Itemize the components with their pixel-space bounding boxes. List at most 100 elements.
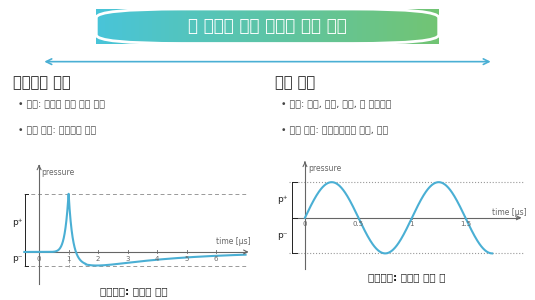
Bar <box>297 9 302 44</box>
Bar <box>293 9 298 44</box>
Text: 5: 5 <box>185 256 189 262</box>
Bar <box>259 9 264 44</box>
Bar <box>327 9 332 44</box>
Bar <box>96 9 101 44</box>
Bar <box>109 9 114 44</box>
Bar <box>186 9 191 44</box>
Bar <box>306 9 311 44</box>
Bar <box>362 9 366 44</box>
Bar <box>169 9 174 44</box>
Bar <box>131 9 135 44</box>
Bar <box>199 9 204 44</box>
Bar <box>178 9 182 44</box>
Bar <box>336 9 341 44</box>
Bar <box>263 9 268 44</box>
Text: 0: 0 <box>303 221 307 227</box>
Bar <box>220 9 225 44</box>
Bar <box>229 9 234 44</box>
Bar <box>392 9 396 44</box>
Text: 3: 3 <box>125 256 130 262</box>
Text: 해마 이상: 해마 이상 <box>276 76 316 91</box>
Bar <box>152 9 157 44</box>
Bar <box>148 9 152 44</box>
Bar <box>430 9 435 44</box>
Bar <box>242 9 247 44</box>
Bar <box>310 9 315 44</box>
Bar <box>319 9 324 44</box>
Text: pressure: pressure <box>41 168 75 177</box>
Bar <box>422 9 426 44</box>
Bar <box>340 9 345 44</box>
Bar <box>370 9 375 44</box>
Bar <box>434 9 439 44</box>
Bar <box>113 9 118 44</box>
Text: p⁺: p⁺ <box>277 196 288 205</box>
Text: 제어인자: 충격파 강도: 제어인자: 충격파 강도 <box>100 286 167 296</box>
Text: pressure: pressure <box>308 164 341 173</box>
Bar <box>122 9 127 44</box>
Text: • 역할: 학습, 기억, 감정, 및 운동기등: • 역할: 학습, 기억, 감정, 및 운동기등 <box>281 101 391 110</box>
Text: p⁺: p⁺ <box>12 218 22 227</box>
Bar <box>404 9 409 44</box>
Bar <box>250 9 255 44</box>
Text: • 역할: 판단과 계획 기능 담당: • 역할: 판단과 계획 기능 담당 <box>18 101 105 110</box>
Bar <box>143 9 148 44</box>
Bar <box>425 38 439 43</box>
Bar <box>357 9 362 44</box>
Bar <box>323 9 328 44</box>
Bar <box>302 9 307 44</box>
Bar <box>208 9 212 44</box>
Bar <box>160 9 165 44</box>
Bar <box>182 9 187 44</box>
Bar <box>195 9 200 44</box>
Text: • 관련 장애: 알츠하이머성 치매, 간질: • 관련 장애: 알츠하이머성 치매, 간질 <box>281 126 388 135</box>
Text: 6: 6 <box>214 256 218 262</box>
Text: 2: 2 <box>96 256 100 262</box>
Text: 뇌 부위별 최적 형태의 자극 제공: 뇌 부위별 최적 형태의 자극 제공 <box>188 17 347 35</box>
Text: 제어인자: 충격파 펄스 폭: 제어인자: 충격파 펄스 폭 <box>368 272 445 282</box>
Bar <box>400 9 405 44</box>
Bar <box>233 9 238 44</box>
Bar <box>374 9 379 44</box>
Bar <box>101 9 105 44</box>
Bar <box>203 9 208 44</box>
Text: • 관련 장애: 충동조절 장애: • 관련 장애: 충동조절 장애 <box>18 126 96 135</box>
Bar <box>212 9 217 44</box>
Text: 1: 1 <box>410 221 414 227</box>
Text: time [μs]: time [μs] <box>216 237 251 246</box>
Text: 1: 1 <box>66 256 71 262</box>
Bar <box>379 9 384 44</box>
Text: 0.5: 0.5 <box>353 221 364 227</box>
Bar <box>216 9 221 44</box>
Bar <box>276 9 281 44</box>
Bar <box>96 9 110 14</box>
Bar <box>332 9 337 44</box>
Bar <box>190 9 195 44</box>
Bar <box>345 9 349 44</box>
Bar <box>289 9 294 44</box>
Bar <box>426 9 431 44</box>
Bar <box>409 9 414 44</box>
Bar <box>387 9 392 44</box>
Bar <box>126 9 131 44</box>
Bar <box>96 38 110 43</box>
Bar <box>238 9 242 44</box>
Text: p⁻: p⁻ <box>12 254 22 263</box>
Bar <box>425 9 439 14</box>
Bar <box>280 9 285 44</box>
Bar <box>173 9 178 44</box>
Text: 전전두엽 이상: 전전두엽 이상 <box>13 76 71 91</box>
Bar <box>349 9 354 44</box>
Bar <box>135 9 140 44</box>
Bar <box>396 9 401 44</box>
Bar <box>413 9 418 44</box>
Bar <box>225 9 230 44</box>
Text: time [μs]: time [μs] <box>492 208 527 217</box>
Bar <box>255 9 259 44</box>
Text: 0: 0 <box>37 256 41 262</box>
Bar <box>165 9 170 44</box>
Bar <box>139 9 144 44</box>
Bar <box>285 9 289 44</box>
Bar <box>366 9 371 44</box>
Bar <box>118 9 123 44</box>
